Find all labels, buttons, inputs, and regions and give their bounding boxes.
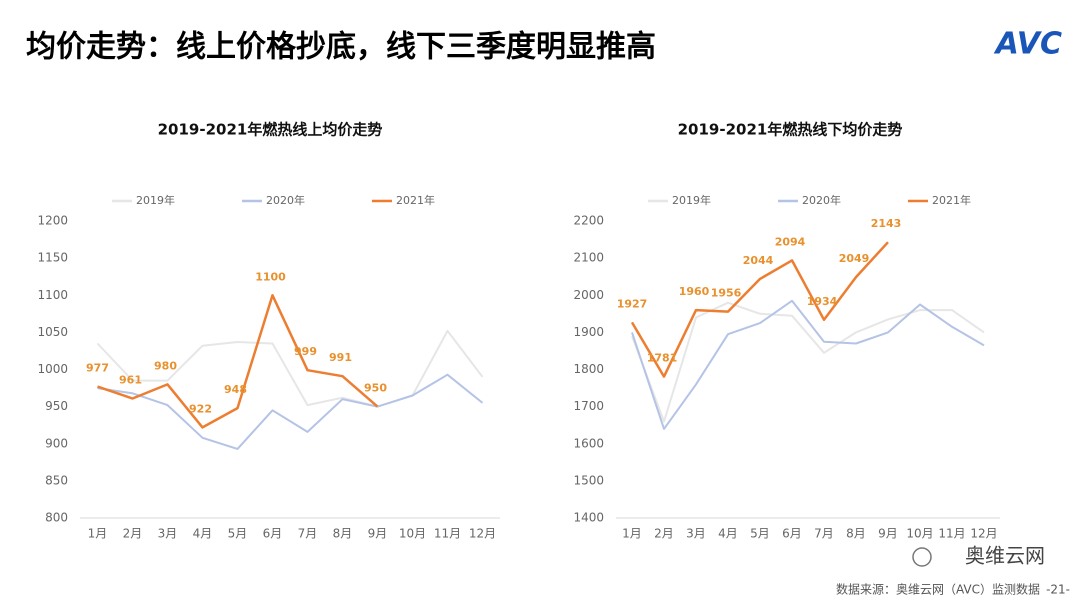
x-tick-label: 12月 (469, 527, 496, 541)
x-tick-label: 8月 (846, 527, 866, 541)
x-tick-label: 3月 (158, 527, 178, 541)
wechat-icon (912, 547, 932, 567)
wechat-name: 奥维云网 (965, 544, 1045, 568)
y-tick-label: 1500 (573, 473, 604, 487)
y-tick-label: 2200 (573, 214, 604, 228)
x-tick-label: 9月 (368, 527, 388, 541)
x-tick-label: 12月 (970, 527, 997, 541)
y-tick-label: 1900 (573, 325, 604, 339)
data-label: 1956 (711, 287, 742, 300)
series-line (97, 373, 484, 450)
x-tick-label: 9月 (878, 527, 898, 541)
chart-title: 2019-2021年燃热线上均价走势 (158, 121, 383, 139)
x-tick-label: 11月 (434, 527, 461, 541)
series-line (96, 329, 484, 408)
series-line (631, 301, 985, 423)
x-tick-label: 5月 (750, 527, 770, 541)
data-label: 1927 (617, 297, 648, 310)
data-label: 948 (224, 383, 247, 396)
x-tick-label: 2月 (654, 527, 674, 541)
legend-label: 2021年 (932, 193, 971, 207)
source: 数据来源：奥维云网（AVC）监测数据 (836, 582, 1040, 597)
data-label: 2143 (871, 217, 902, 230)
legend-label: 2019年 (672, 193, 711, 207)
y-tick-label: 1150 (37, 251, 68, 265)
y-tick-label: 1800 (573, 362, 604, 376)
x-tick-label: 6月 (263, 527, 283, 541)
legend-label: 2020年 (802, 193, 841, 207)
y-tick-label: 950 (45, 399, 68, 413)
y-tick-label: 2000 (573, 288, 604, 302)
x-tick-label: 1月 (88, 527, 108, 541)
data-label: 950 (364, 382, 387, 395)
data-label: 961 (119, 373, 142, 386)
data-label: 977 (86, 362, 109, 375)
x-tick-label: 4月 (718, 527, 738, 541)
data-label: 999 (294, 345, 317, 358)
x-tick-label: 2月 (123, 527, 143, 541)
data-label: 922 (189, 402, 212, 415)
x-tick-label: 10月 (399, 527, 426, 541)
data-label: 1960 (679, 285, 710, 298)
y-tick-label: 1600 (573, 436, 604, 450)
x-tick-label: 4月 (193, 527, 213, 541)
y-tick-label: 1050 (37, 325, 68, 339)
y-tick-label: 1200 (37, 214, 68, 228)
y-tick-label: 800 (45, 511, 68, 525)
y-tick-label: 1700 (573, 399, 604, 413)
data-label: 1100 (255, 270, 286, 283)
legend-label: 2020年 (266, 193, 305, 207)
data-label: 2049 (839, 252, 870, 265)
y-tick-label: 900 (45, 436, 68, 450)
legend-label: 2019年 (136, 193, 175, 207)
x-tick-label: 10月 (906, 527, 933, 541)
y-tick-label: 1100 (37, 288, 68, 302)
x-tick-label: 6月 (782, 527, 802, 541)
data-label: 980 (154, 359, 177, 372)
series-line (630, 241, 889, 378)
data-label: 2094 (775, 235, 806, 248)
y-tick-label: 2100 (573, 251, 604, 265)
chart-title: 2019-2021年燃热线下均价走势 (678, 121, 903, 139)
y-tick-label: 1000 (37, 362, 68, 376)
x-tick-label: 7月 (814, 527, 834, 541)
x-tick-label: 11月 (938, 527, 965, 541)
data-label: 1781 (647, 352, 678, 365)
page-title: 均价走势：线上价格抄底，线下三季度明显推高 (26, 30, 656, 65)
y-tick-label: 850 (45, 473, 68, 487)
logo: AVC (994, 27, 1062, 62)
legend-label: 2021年 (396, 193, 435, 207)
series-line (97, 294, 379, 429)
data-label: 1934 (807, 295, 838, 308)
series-line (631, 299, 985, 430)
x-tick-label: 8月 (333, 527, 353, 541)
x-tick-label: 1月 (622, 527, 642, 541)
data-label: 991 (329, 351, 352, 364)
x-tick-label: 5月 (228, 527, 248, 541)
data-label: 2044 (743, 254, 774, 267)
x-tick-label: 7月 (298, 527, 318, 541)
page-number: -21- (1046, 583, 1070, 597)
x-tick-label: 3月 (686, 527, 706, 541)
y-tick-label: 1400 (573, 511, 604, 525)
